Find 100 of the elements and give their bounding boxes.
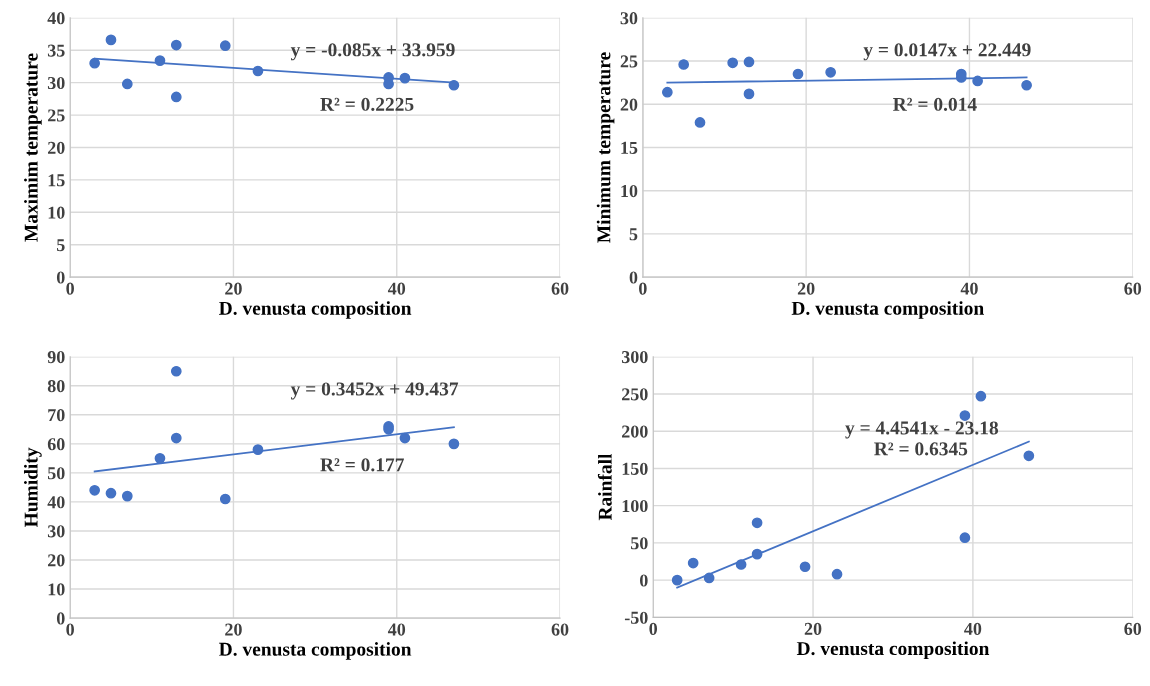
annotation: R² = 0.177 [320, 458, 404, 472]
y-tick-label: 15 [48, 174, 65, 187]
y-tick-label: 40 [47, 496, 65, 509]
point [743, 56, 755, 68]
point [972, 75, 983, 87]
point [170, 432, 182, 444]
x-tick-label: 20 [804, 622, 822, 635]
y-tick-label: 0 [640, 574, 648, 587]
annotation: y = 4.4541x - 23.18 [845, 421, 999, 439]
point [154, 453, 166, 464]
y-tick-label: 150 [622, 462, 648, 475]
y-tick-label: 10 [48, 583, 65, 596]
y-tick-label: 0 [56, 612, 65, 625]
y-tick-label: 30 [47, 76, 65, 90]
y-tick-label: 10 [48, 206, 65, 219]
x-tick-label: 40 [960, 282, 978, 295]
point [219, 493, 231, 505]
point [170, 91, 182, 103]
y-tick-label: 90 [47, 350, 65, 364]
x-axis-title: D. venusta composition [791, 301, 984, 319]
y-tick-label: 20 [47, 554, 65, 567]
point [399, 72, 411, 84]
point [975, 390, 987, 402]
point [703, 572, 715, 584]
point [105, 487, 117, 499]
point [831, 568, 843, 580]
point [219, 40, 231, 52]
y-axis-title: Minimum temperature [596, 52, 615, 243]
point [751, 548, 763, 560]
point [694, 117, 706, 128]
y-tick-label: 250 [622, 388, 648, 401]
point [792, 68, 804, 80]
point [661, 86, 673, 98]
annotation: R² = 0.014 [893, 97, 977, 111]
point [154, 55, 166, 66]
x-tick-label: 0 [649, 622, 658, 635]
x-axis-title: D. venusta composition [219, 642, 412, 660]
point [799, 561, 811, 573]
point [727, 57, 739, 69]
point [448, 438, 460, 450]
point [671, 574, 683, 586]
point [825, 66, 836, 78]
point [743, 88, 755, 100]
x-tick-label: 40 [964, 622, 982, 635]
x-axis-title: D. venusta composition [219, 301, 412, 319]
x-tick-label: 40 [387, 623, 406, 636]
point [959, 532, 971, 544]
y-tick-label: 80 [47, 380, 65, 393]
x-tick-label: 60 [551, 282, 569, 295]
x-axis-title: D. venusta composition [796, 641, 990, 660]
point [170, 365, 182, 377]
x-tick-label: 20 [225, 623, 242, 636]
point [399, 432, 411, 444]
y-tick-label: 20 [47, 141, 65, 154]
x-tick-label: 0 [66, 282, 74, 295]
y-tick-label: -50 [624, 611, 648, 624]
x-tick-label: 20 [225, 282, 242, 295]
y-tick-label: 70 [48, 409, 65, 422]
x-tick-label: 60 [551, 623, 569, 636]
y-axis-title: Maximim temperature [24, 53, 42, 242]
point [1021, 79, 1032, 91]
point [687, 557, 699, 569]
point [89, 57, 100, 69]
y-tick-label: 40 [47, 12, 65, 25]
y-tick-label: 300 [621, 350, 648, 364]
y-tick-label: 5 [629, 228, 638, 241]
point [678, 59, 690, 70]
point [1023, 450, 1035, 462]
point [252, 444, 264, 456]
y-tick-label: 25 [620, 55, 638, 68]
y-tick-label: 25 [47, 109, 65, 122]
y-axis-title: Humidity [23, 447, 42, 528]
y-tick-label: 0 [629, 271, 638, 284]
x-tick-label: 40 [387, 282, 406, 295]
y-tick-label: 50 [47, 467, 65, 480]
y-tick-label: 30 [620, 12, 638, 25]
point [170, 39, 182, 51]
point [121, 490, 133, 502]
point [121, 78, 133, 90]
y-tick-label: 35 [47, 44, 65, 57]
annotation: y = 0.3452x + 49.437 [290, 382, 459, 400]
x-tick-label: 60 [1124, 282, 1142, 295]
y-tick-label: 200 [622, 425, 648, 438]
annotation: R² = 0.6345 [874, 442, 968, 456]
x-tick-label: 60 [1124, 622, 1142, 635]
annotation: R² = 0.2225 [320, 97, 414, 111]
point [89, 484, 100, 496]
x-tick-label: 20 [797, 282, 815, 295]
y-tick-label: 50 [631, 537, 648, 550]
point [448, 79, 460, 91]
point [252, 65, 264, 77]
point [751, 517, 763, 529]
y-axis-title: Rainfall [597, 453, 612, 521]
y-tick-label: 15 [621, 141, 638, 154]
y-tick-label: 60 [47, 438, 65, 451]
y-tick-label: 100 [622, 499, 648, 513]
y-tick-label: 0 [56, 271, 65, 284]
point [959, 410, 971, 421]
point [735, 559, 747, 570]
y-tick-label: 20 [620, 98, 638, 111]
